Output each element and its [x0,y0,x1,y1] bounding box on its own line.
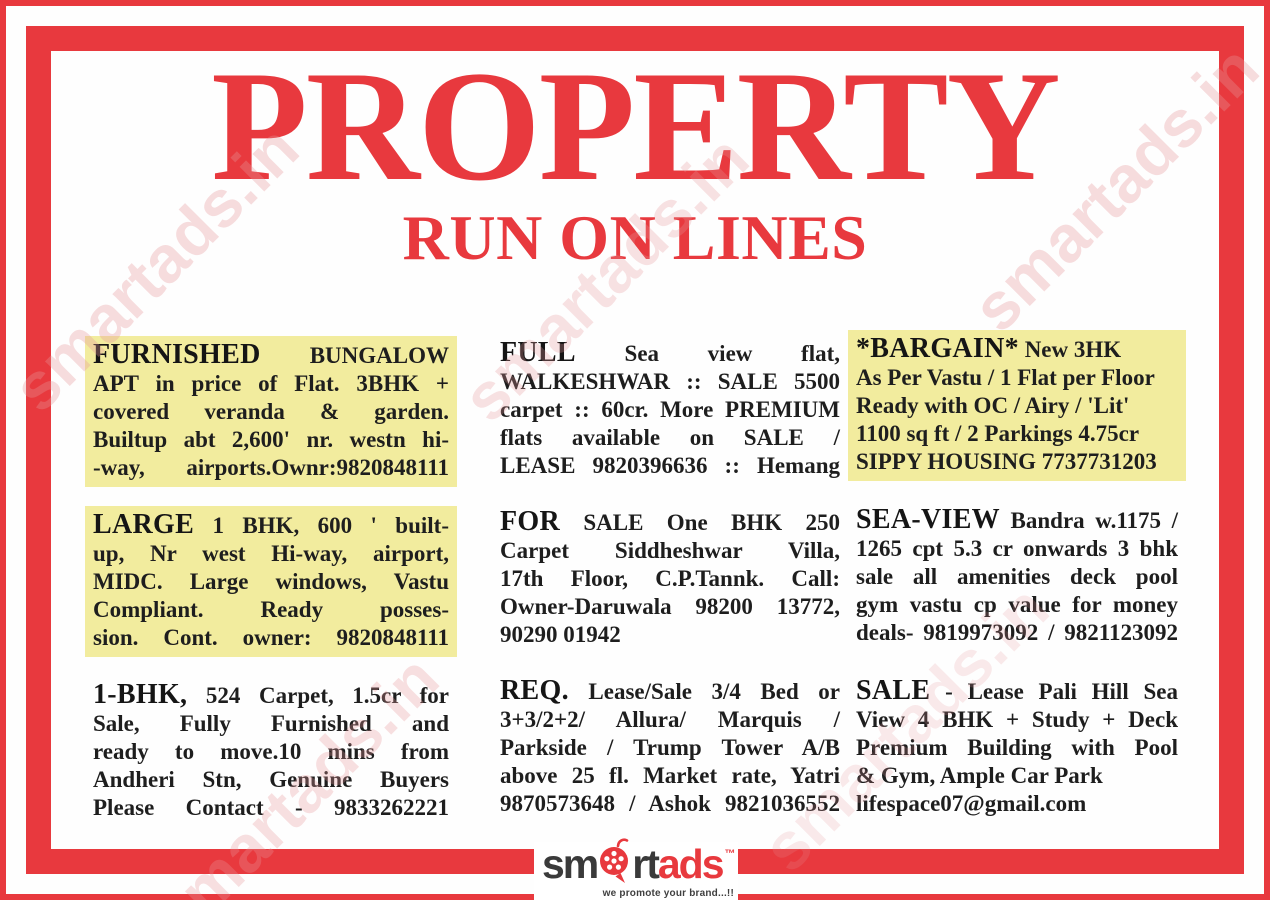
classified-ad-req: REQ. Lease/Sale 3/4 Bed or 3+3/2+2/ Allu… [492,672,848,823]
classified-ad-large: LARGE 1 BHK, 600 ' built- up, Nr west Hi… [85,506,457,657]
ad-body: Sea view flat, WALKESHWAR :: SALE 5500 c… [500,341,840,478]
ad-head: SALE [856,675,931,706]
ad-body: New 3HK As Per Vastu / 1 Flat per Floor … [856,337,1157,474]
classified-ad-full: FULL Sea view flat, WALKESHWAR :: SALE 5… [492,334,848,485]
ad-body: Lease/Sale 3/4 Bed or 3+3/2+2/ Allura/ M… [500,679,840,816]
smartads-wordmark: sm rt ads ™ [542,837,736,887]
ad-head: LARGE [93,509,195,540]
logo-text-ads: ads [657,841,725,887]
ad-body-last-line: 90290 01942 [500,622,621,647]
ad-head: FOR [500,506,561,537]
ad-body: BUNGALOW APT in price of Flat. 3BHK + co… [93,343,449,480]
ad-head: SEA-VIEW [856,504,1000,535]
ad-body: SALE One BHK 250 Carpet Siddheshwar Vill… [500,510,840,619]
classified-ad-bargain: *BARGAIN* New 3HK As Per Vastu / 1 Flat … [848,330,1186,481]
classified-ad-1bhk: 1-BHK, 524 Carpet, 1.5cr for Sale, Fully… [85,676,457,827]
ad-body: 524 Carpet, 1.5cr for Sale, Fully Furnis… [93,683,449,820]
ad-column-right: *BARGAIN* New 3HK As Per Vastu / 1 Flat … [848,330,1186,843]
ad-head: FURNISHED [93,339,261,370]
classified-ad-sale-lease: SALE - Lease Pali Hill Sea View 4 BHK + … [848,672,1186,823]
ad-head: *BARGAIN* [856,333,1019,364]
logo-text-sm: sm [542,841,599,887]
ad-body-last-lines: & Gym, Ample Car Park lifespace07@gmail.… [856,763,1103,816]
trademark-symbol: ™ [724,848,736,860]
smartads-logo-box: sm rt ads ™ we promote your brand...!! [534,837,738,900]
film-reel-icon [600,837,629,883]
classified-ad-for-sale: FOR SALE One BHK 250 Carpet Siddheshwar … [492,503,848,654]
ad-head: FULL [500,337,576,368]
classified-ad-furnished: FURNISHED BUNGALOW APT in price of Flat.… [85,336,457,487]
classified-ad-seaview: SEA-VIEW Bandra w.1175 / 1265 cpt 5.3 cr… [848,501,1186,652]
logo-text-rt: rt [632,841,660,887]
ad-column-left: FURNISHED BUNGALOW APT in price of Flat.… [85,336,457,846]
ad-body: - Lease Pali Hill Sea View 4 BHK + Study… [856,679,1178,760]
inner-red-frame [26,26,1244,874]
ad-head: 1-BHK, [93,679,188,710]
ad-column-middle: FULL Sea view flat, WALKESHWAR :: SALE 5… [492,334,848,841]
logo-tagline: we promote your brand...!! [602,888,734,899]
page-title: PROPERTY [211,39,1060,214]
ad-head: REQ. [500,675,569,706]
ad-body: 1 BHK, 600 ' built- up, Nr west Hi-way, … [93,513,449,650]
page-subtitle: RUN ON LINES [402,202,868,273]
ad-body: Bandra w.1175 / 1265 cpt 5.3 cr onwards … [856,508,1178,645]
